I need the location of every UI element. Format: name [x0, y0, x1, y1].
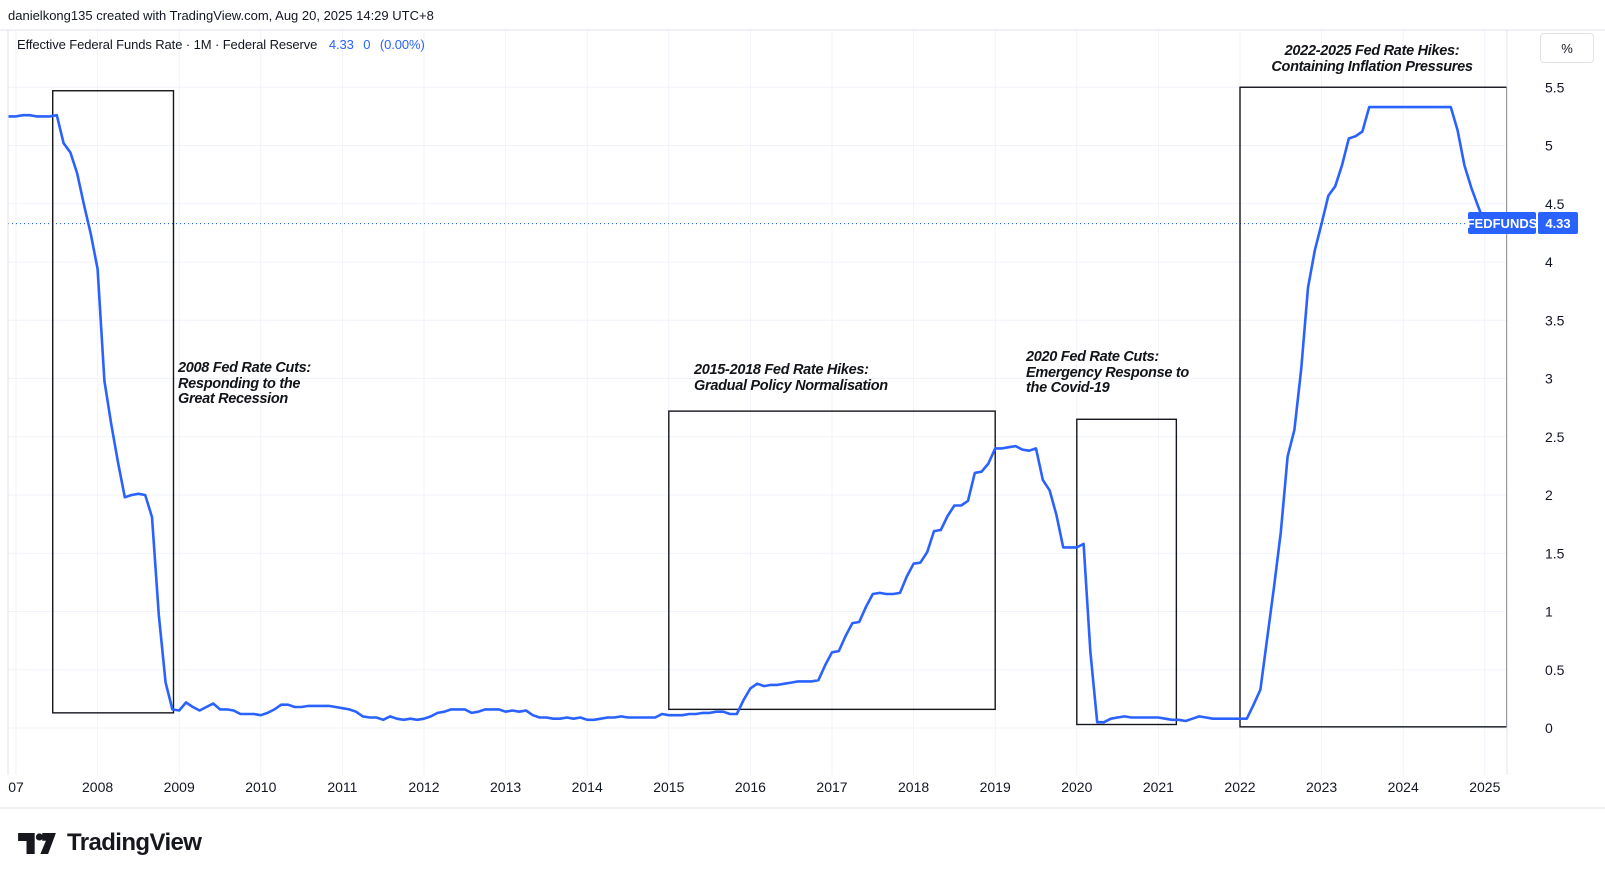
- price-tick-label: 3.5: [1545, 312, 1565, 328]
- annotation-text-line: Responding to the: [178, 375, 301, 392]
- time-tick-label: 2015: [653, 779, 684, 795]
- time-tick-label: 2024: [1388, 779, 1419, 795]
- legend-last-price: 4.33: [328, 37, 354, 52]
- legend-change: 0: [363, 37, 371, 52]
- legend-separator: ·: [185, 37, 191, 52]
- time-tick-label: 2018: [898, 779, 929, 795]
- time-tick-label: 2020: [1061, 779, 1092, 795]
- grid: [8, 30, 1507, 775]
- time-axis[interactable]: [8, 766, 1507, 806]
- time-tick-label: 2023: [1306, 779, 1337, 795]
- price-tick-label: 3: [1545, 371, 1553, 387]
- price-scale-labels: 0 0.5 1 1.5 2 2.5 3 3.5 4 4.5 5 5.5: [1545, 79, 1565, 736]
- price-tick-label: 1: [1545, 604, 1553, 620]
- annotation-text-line: Great Recession: [178, 391, 288, 407]
- time-tick-label: 2016: [735, 779, 766, 795]
- price-tick-label: 0: [1545, 720, 1553, 736]
- 2015-2018-rate-hikes-box[interactable]: [668, 410, 996, 711]
- annotation-text-line: 2015-2018 Fed Rate Hikes:: [694, 362, 869, 378]
- price-tick-label: 2.5: [1545, 429, 1565, 445]
- legend-source: Federal Reserve: [222, 37, 318, 52]
- annotation-text-line: Containing Inflation Pressures: [1271, 58, 1473, 75]
- price-tick-label: 4.5: [1545, 196, 1565, 212]
- tradingview-wordmark: TradingView: [67, 829, 202, 856]
- 2020-rate-cuts-box[interactable]: [1076, 418, 1178, 726]
- annotation-text-line: the Covid-19: [1026, 380, 1110, 396]
- time-tick-label: 2008: [82, 779, 113, 795]
- price-tick-label: 2: [1545, 487, 1553, 503]
- legend[interactable]: Effective Federal Funds Rate · 1M · Fede…: [17, 37, 425, 52]
- time-tick-label: 2009: [164, 779, 195, 795]
- badge-symbol-label: FEDFUNDS: [1467, 212, 1537, 234]
- time-tick-label: 2017: [816, 779, 847, 795]
- fedfunds-price-badge: FEDFUNDS 4.33: [1467, 212, 1578, 234]
- legend-title: Effective Federal Funds Rate: [17, 37, 183, 52]
- time-tick-label: 2022: [1224, 779, 1255, 795]
- price-tick-label: 1.5: [1545, 545, 1565, 561]
- annotation-text[interactable]: 2022-2025 Fed Rate Hikes: Containing Infl…: [1271, 43, 1473, 75]
- time-tick-label: 2011: [327, 779, 357, 795]
- annotation-text-line: 2008 Fed Rate Cuts:: [178, 360, 311, 376]
- tradingview-logo[interactable]: TradingView: [18, 829, 202, 857]
- annotation-text-line: 2020 Fed Rate Cuts:: [1026, 349, 1159, 365]
- annotation-text[interactable]: 2020 Fed Rate Cuts: Emergency Response to…: [1026, 349, 1189, 397]
- legend-separator2: ·: [214, 37, 220, 52]
- fedfunds-series-line: [8, 105, 1507, 724]
- series-line-group: [8, 105, 1507, 724]
- attribution-text: danielkong135 created with TradingView.c…: [8, 8, 434, 23]
- annotation-text-line: 2022-2025 Fed Rate Hikes:: [1284, 43, 1460, 59]
- price-scale-unit-badge[interactable]: %: [1540, 33, 1594, 63]
- badge-price-value: 4.33: [1538, 212, 1578, 234]
- price-tick-label: 5.5: [1545, 79, 1565, 95]
- annotation-text-line: Gradual Policy Normalisation: [694, 377, 888, 394]
- legend-change-percent: (0.00%): [379, 37, 425, 52]
- time-tick-label: 07: [8, 779, 24, 795]
- time-tick-label: 2025: [1469, 779, 1500, 795]
- time-tick-label: 2014: [572, 779, 603, 795]
- time-tick-label: 2019: [980, 779, 1011, 795]
- legend-interval: 1M: [193, 37, 212, 52]
- price-tick-label: 5: [1545, 138, 1553, 154]
- tradingview-logo-mark-icon: [18, 832, 56, 854]
- time-tick-label: 2021: [1143, 779, 1174, 795]
- time-tick-label: 2013: [490, 779, 521, 795]
- annotation-text-line: Emergency Response to: [1026, 364, 1189, 381]
- percent-unit-label: %: [1561, 40, 1573, 56]
- time-scale-labels: 07 2008 2009 2010 2011 2012 2013 2014 2015 2016 20…: [8, 779, 1500, 795]
- 2008-rate-cuts-box[interactable]: [52, 90, 175, 714]
- price-axis[interactable]: [1507, 30, 1605, 775]
- price-tick-label: 0.5: [1545, 662, 1565, 678]
- 2022-2025-rate-hikes-box[interactable]: [1239, 86, 1508, 728]
- annotation-text[interactable]: 2008 Fed Rate Cuts: Responding to the Grea…: [178, 360, 311, 408]
- annotation-text[interactable]: 2015-2018 Fed Rate Hikes: Gradual Policy …: [694, 362, 888, 394]
- price-tick-label: 4: [1545, 254, 1553, 270]
- pane-borders: [0, 29, 1605, 809]
- time-tick-label: 2012: [408, 779, 439, 795]
- time-tick-label: 2010: [245, 779, 276, 795]
